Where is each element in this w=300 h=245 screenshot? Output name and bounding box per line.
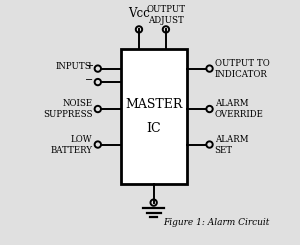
Text: OUTPUT
ADJUST: OUTPUT ADJUST [146, 5, 185, 25]
Text: Figure 1: Alarm Circuit: Figure 1: Alarm Circuit [164, 218, 270, 227]
Text: +: + [85, 61, 93, 71]
Text: Vcc: Vcc [128, 7, 150, 20]
Text: OUTPUT TO
INDICATOR: OUTPUT TO INDICATOR [215, 59, 269, 79]
Text: NOISE
SUPPRESS: NOISE SUPPRESS [43, 99, 93, 119]
Text: MASTER: MASTER [125, 98, 182, 111]
Text: ALARM
SET: ALARM SET [215, 135, 248, 155]
Text: LOW
BATTERY: LOW BATTERY [50, 135, 93, 155]
Text: −: − [85, 75, 93, 85]
Text: IC: IC [146, 122, 161, 135]
Bar [121, 49, 187, 184]
Text: ALARM
OVERRIDE: ALARM OVERRIDE [215, 99, 264, 119]
Text: INPUTS: INPUTS [56, 62, 92, 71]
